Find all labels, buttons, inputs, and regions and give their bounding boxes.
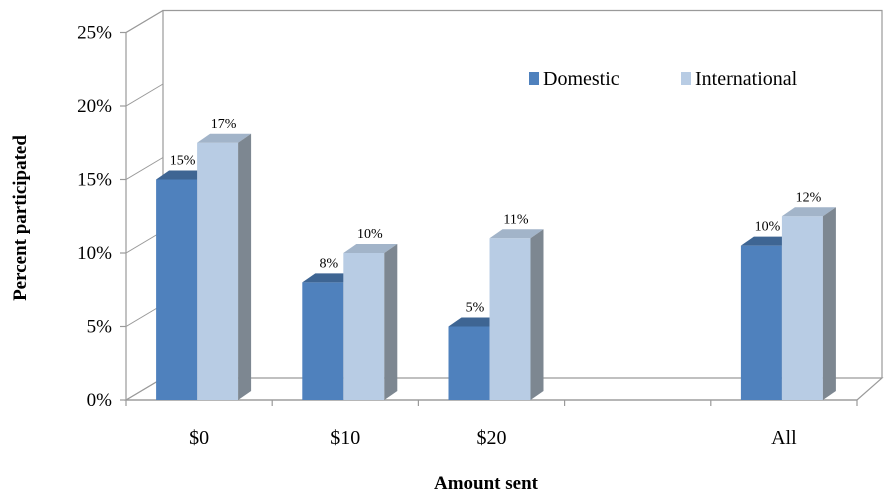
y-depth-tick	[125, 83, 164, 107]
bar-side	[238, 133, 252, 400]
legend-swatch	[529, 72, 539, 85]
legend-item: Domestic	[529, 68, 620, 90]
data-label: 10%	[755, 220, 781, 235]
x-axis: $0 $10 $20 All	[125, 399, 858, 449]
data-label: 15%	[170, 154, 196, 169]
y-tick-label: 5%	[87, 317, 113, 338]
bar-top	[156, 170, 211, 180]
data-label: 11%	[503, 212, 528, 227]
bar-front	[781, 216, 823, 400]
bar-front	[343, 253, 385, 400]
bar	[343, 244, 398, 400]
y-tick-label: 15%	[77, 170, 112, 191]
bar	[781, 207, 836, 400]
bar-top	[781, 207, 836, 217]
data-label: 10%	[357, 227, 383, 242]
y-depth-tick	[125, 10, 164, 33]
bar-front	[489, 238, 531, 400]
bar	[489, 229, 544, 400]
x-category-label: $10	[330, 427, 360, 449]
y-tick-label: 20%	[77, 96, 112, 117]
x-category-label: All	[771, 427, 797, 449]
y-axis-title: Percent participated	[10, 135, 31, 301]
y-tick-label: 25%	[77, 23, 112, 44]
bar-top	[740, 236, 795, 246]
bar-top	[489, 229, 544, 239]
bar-top	[343, 244, 398, 253]
legend: Domestic International	[529, 68, 798, 90]
legend-swatch	[681, 72, 691, 85]
data-label: 8%	[319, 256, 338, 271]
bar-front	[448, 326, 490, 400]
bar-front	[197, 142, 239, 400]
data-label: 5%	[466, 301, 485, 316]
bars	[156, 133, 836, 400]
data-labels: 15% 17% 8% 10% 5% 11% 10% 12%	[170, 117, 822, 316]
bar-front	[740, 245, 782, 400]
legend-label: International	[695, 68, 798, 90]
x-axis-title: Amount sent	[434, 473, 539, 494]
data-label: 12%	[796, 190, 822, 205]
y-depth-tick	[125, 157, 164, 180]
x-category-label: $0	[189, 427, 209, 449]
bar-top	[197, 133, 252, 143]
bar-front	[156, 179, 198, 400]
bar-top	[302, 273, 357, 283]
y-tick-label: 10%	[77, 243, 112, 264]
legend-label: Domestic	[543, 68, 620, 90]
bar	[197, 133, 252, 400]
data-label: 17%	[211, 117, 237, 132]
y-axis: 0% 5% 10% 15% 20% 25%	[77, 10, 164, 411]
x-category-label: $20	[477, 427, 507, 449]
bar-side	[822, 207, 836, 400]
bar-side	[384, 244, 398, 400]
bar-front	[302, 282, 344, 400]
legend-item: International	[681, 68, 798, 90]
bar-top	[448, 317, 503, 327]
y-tick-label: 0%	[87, 390, 113, 411]
bar-side	[530, 229, 544, 400]
